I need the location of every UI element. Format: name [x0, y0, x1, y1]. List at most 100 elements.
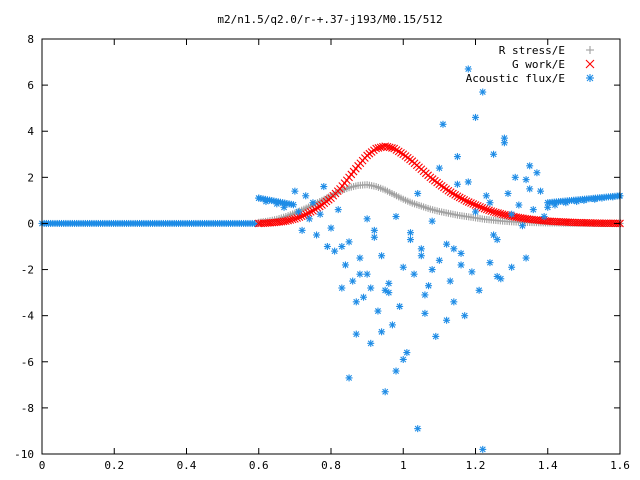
acoustic-flux-point — [486, 199, 494, 207]
legend-marker — [586, 46, 594, 54]
y-tick-label: 4 — [27, 125, 34, 138]
acoustic-flux-point — [338, 284, 346, 292]
g-work-point — [498, 210, 507, 219]
acoustic-flux-point — [537, 187, 545, 195]
acoustic-flux-point — [464, 65, 472, 73]
g-work-point — [458, 194, 466, 203]
acoustic-flux-point — [472, 208, 479, 216]
acoustic-flux-point — [360, 293, 368, 301]
g-work-point — [390, 144, 399, 153]
acoustic-flux-point — [522, 254, 530, 262]
acoustic-flux-point — [457, 249, 465, 257]
g-work-point — [288, 215, 297, 224]
acoustic-flux-point — [435, 256, 443, 264]
acoustic-flux-point — [508, 263, 516, 271]
acoustic-flux-point — [497, 275, 505, 283]
chart-title: m2/n1.5/q2.0/r-+.37-j193/M0.15/512 — [217, 13, 442, 26]
acoustic-flux-point — [363, 270, 371, 278]
x-tick-label: 1.4 — [538, 459, 558, 472]
acoustic-flux-point — [493, 272, 501, 280]
acoustic-flux-point — [414, 189, 422, 197]
g-work-point — [388, 144, 396, 152]
legend-label: Acoustic flux/E — [466, 72, 565, 85]
x-tick-label: 0.4 — [177, 459, 197, 472]
acoustic-flux-point — [421, 291, 429, 299]
g-work-point — [473, 202, 482, 210]
y-tick-label: -4 — [21, 310, 35, 323]
acoustic-flux-point — [370, 226, 378, 234]
g-work-point — [455, 193, 464, 202]
acoustic-flux-point — [414, 425, 422, 433]
g-work-point — [489, 208, 498, 216]
acoustic-flux-point — [345, 374, 353, 382]
acoustic-flux-point — [345, 238, 353, 246]
acoustic-flux-point — [591, 195, 599, 203]
g-work-point — [374, 144, 383, 152]
acoustic-flux-point — [421, 309, 429, 317]
acoustic-flux-point — [500, 139, 508, 147]
g-work-point — [487, 207, 496, 215]
g-work-point — [462, 197, 471, 205]
acoustic-flux-point — [486, 259, 494, 267]
g-work-point — [293, 214, 302, 222]
y-tick-label: 2 — [27, 171, 34, 184]
acoustic-flux-point — [515, 201, 523, 209]
g-work-point — [381, 142, 390, 151]
acoustic-flux-point — [323, 243, 331, 250]
g-work-point — [297, 212, 306, 221]
g-work-point — [500, 210, 509, 219]
acoustic-flux-point — [352, 330, 360, 338]
acoustic-flux-point — [500, 134, 508, 142]
acoustic-flux-point — [294, 208, 302, 216]
acoustic-flux-point — [381, 286, 389, 294]
x-tick-label: 1.6 — [610, 459, 630, 472]
g-work-point — [503, 211, 511, 220]
acoustic-flux-point — [504, 189, 512, 197]
acoustic-flux-point — [388, 321, 396, 329]
g-work-point — [385, 143, 394, 152]
acoustic-flux-point — [367, 339, 375, 347]
g-work-point — [309, 206, 317, 215]
g-work-point — [460, 195, 469, 204]
g-work-point — [480, 204, 489, 213]
acoustic-flux-point — [280, 203, 288, 211]
g-work-point — [304, 209, 313, 217]
x-tick-label: 0.6 — [249, 459, 269, 472]
y-tick-label: 0 — [27, 217, 34, 230]
g-work-point — [446, 188, 455, 196]
acoustic-flux-point — [609, 193, 617, 201]
y-tick-label: -8 — [21, 402, 34, 415]
g-work-point — [491, 208, 500, 217]
acoustic-flux-point — [331, 247, 339, 255]
x-tick-label: 0.8 — [321, 459, 341, 472]
acoustic-flux-point — [356, 270, 364, 278]
acoustic-flux-point — [385, 279, 393, 287]
acoustic-flux-point — [381, 388, 389, 396]
acoustic-flux-point — [417, 245, 425, 253]
acoustic-flux-point — [443, 240, 451, 248]
acoustic-flux-point — [432, 332, 440, 340]
x-tick-label: 0.2 — [104, 459, 124, 472]
acoustic-flux-point — [289, 201, 297, 209]
acoustic-flux-point — [468, 268, 476, 276]
acoustic-flux-point — [551, 201, 559, 209]
g-work-point — [471, 201, 480, 209]
acoustic-flux-point — [490, 231, 498, 239]
acoustic-flux-point — [291, 187, 299, 195]
acoustic-flux-point — [370, 233, 378, 241]
g-work-point — [284, 216, 292, 225]
acoustic-flux-point — [273, 200, 281, 208]
acoustic-flux-point — [446, 277, 454, 285]
g-work-point — [306, 208, 315, 216]
acoustic-flux-point — [464, 178, 472, 186]
acoustic-flux-point — [313, 231, 321, 239]
acoustic-flux-point — [482, 192, 490, 200]
acoustic-flux-point — [410, 270, 418, 278]
acoustic-flux-point — [450, 245, 458, 253]
acoustic-flux-point — [526, 185, 534, 193]
data-marks — [38, 65, 624, 453]
acoustic-flux-point — [428, 217, 436, 225]
acoustic-flux-point — [316, 210, 324, 218]
